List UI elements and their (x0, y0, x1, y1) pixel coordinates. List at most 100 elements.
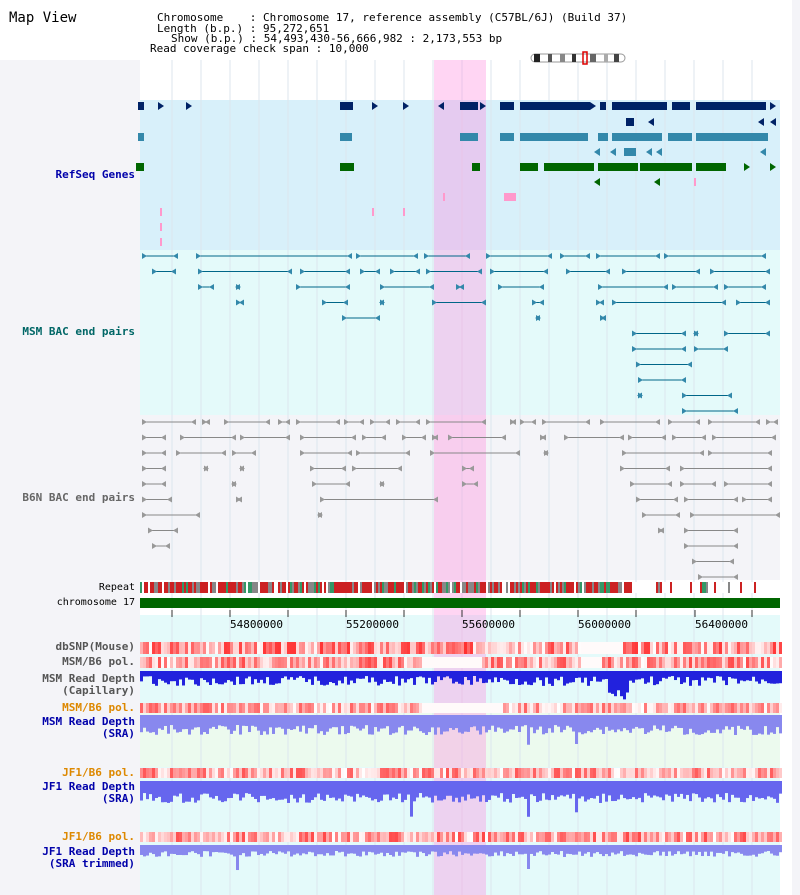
heatmap-cell (326, 657, 329, 668)
repeat-segment (536, 582, 538, 593)
bac-end-marker (724, 284, 729, 290)
heatmap-cell (191, 703, 194, 713)
depth-bar (593, 845, 596, 854)
bac-end-marker (767, 481, 772, 487)
heatmap-cell (641, 832, 644, 842)
heatmap-cell (224, 657, 227, 668)
depth-bar (263, 781, 266, 796)
heatmap-cell (224, 768, 227, 778)
highlight-region[interactable] (434, 60, 486, 895)
bac-end-marker (426, 419, 431, 425)
depth-bar (623, 715, 626, 729)
bac-end-marker (721, 299, 726, 306)
heatmap-cell (632, 657, 635, 668)
depth-bar (719, 671, 722, 677)
gene-arrow (372, 102, 378, 110)
heatmap-cell (752, 703, 755, 713)
bac-end-marker (161, 434, 166, 441)
heatmap-cell (560, 768, 563, 778)
depth-bar (257, 671, 260, 683)
heatmap-cell (692, 657, 695, 668)
heatmap-cell (569, 657, 572, 668)
repeat-segment (724, 582, 726, 593)
repeat-track[interactable] (140, 582, 780, 593)
heatmap-cell (662, 642, 665, 654)
depth-bar (629, 781, 632, 799)
depth-bar (269, 781, 272, 799)
chromosome-key: Chromosome (157, 11, 224, 24)
depth-bar (671, 671, 674, 677)
heatmap-cell (293, 657, 296, 668)
depth-bar (197, 781, 200, 801)
heatmap-cell (227, 832, 230, 842)
depth-bar (563, 715, 566, 730)
heatmap-cell (629, 832, 632, 842)
depth-bar (710, 845, 713, 852)
bac-end-marker (655, 253, 660, 259)
depth-bar (533, 781, 536, 797)
repeat-segment (478, 582, 480, 593)
heatmap-tracks[interactable] (140, 642, 782, 842)
depth-bar (416, 781, 419, 798)
depth-bar (596, 845, 599, 853)
heatmap-cell (467, 768, 470, 778)
heatmap-cell (314, 768, 317, 778)
repeat-segment (328, 582, 330, 593)
depth-bar (203, 671, 206, 680)
depth-bar (473, 845, 476, 854)
heatmap-cell (761, 768, 764, 778)
repeat-segment (212, 582, 214, 593)
heatmap-cell (455, 703, 458, 713)
bac-end-marker (490, 268, 495, 275)
chromosome-ideogram[interactable] (530, 51, 626, 65)
msm-bac-track[interactable] (142, 253, 770, 414)
gene-block (668, 133, 692, 141)
heatmap-cell (293, 832, 296, 842)
heatmap-cell (314, 832, 317, 842)
depth-bar (455, 845, 458, 857)
heatmap-cell (623, 703, 626, 713)
heatmap-cell (584, 642, 587, 654)
refseq-track[interactable] (136, 102, 776, 246)
heatmap-cell (464, 642, 467, 654)
depth-bar (560, 845, 563, 852)
depth-bar (644, 671, 647, 684)
heatmap-cell (383, 703, 386, 713)
depth-bar (179, 715, 182, 732)
heatmap-cell (305, 768, 308, 778)
b6n-bac-track[interactable] (142, 419, 780, 580)
heatmap-cell (215, 657, 218, 668)
heatmap-cell (380, 642, 383, 654)
depth-bar (455, 715, 458, 729)
repeat-segment (742, 582, 744, 593)
heatmap-cell (767, 768, 770, 778)
heatmap-cell (455, 832, 458, 842)
depth-bar (632, 715, 635, 729)
depth-bar (617, 845, 620, 854)
heatmap-cell (206, 768, 209, 778)
repeat-segment (158, 582, 160, 593)
gene-block (600, 102, 606, 110)
heatmap-cell (665, 768, 668, 778)
heatmap-cell (554, 768, 557, 778)
depth-tracks[interactable] (140, 671, 782, 871)
depth-bar (635, 845, 638, 857)
heatmap-cell (488, 657, 491, 668)
heatmap-cell (638, 768, 641, 778)
ideogram-position-marker[interactable] (582, 51, 588, 65)
bac-end-marker (630, 481, 635, 487)
heatmap-cell (563, 703, 566, 713)
heatmap-cell (281, 832, 284, 842)
heatmap-cell (542, 703, 545, 713)
depth-bar (467, 781, 470, 795)
heatmap-cell (587, 832, 590, 842)
repeat-segment (630, 582, 632, 593)
length-value: 95,272,651 (262, 22, 330, 35)
heatmap-cell (458, 703, 461, 713)
depth-bar (767, 845, 770, 852)
repeat-segment (504, 582, 506, 593)
heatmap-cell (560, 703, 563, 713)
heatmap-cell (239, 642, 242, 654)
heatmap-cell (344, 832, 347, 842)
